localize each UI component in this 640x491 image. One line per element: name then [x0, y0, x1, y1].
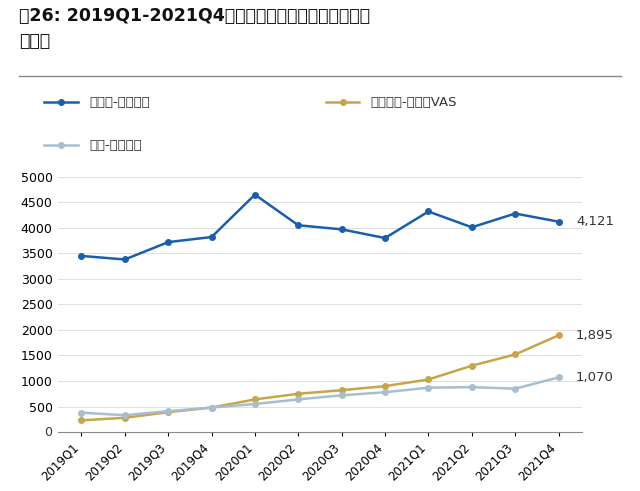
Line: 爱奇艺-会员收入: 爱奇艺-会员收入	[79, 192, 561, 262]
Line: 芒果-会员收入: 芒果-会员收入	[79, 375, 561, 418]
爱奇艺-会员收入	[381, 235, 389, 241]
Text: 万元）: 万元）	[19, 32, 51, 50]
哔哩哔哩-直播和VAS	[77, 417, 85, 423]
爱奇艺-会员收入	[511, 211, 519, 217]
爱奇艺-会员收入	[338, 226, 346, 232]
Text: 1,070: 1,070	[576, 371, 614, 384]
哔哩哔哩-直播和VAS	[381, 383, 389, 389]
Text: 1,895: 1,895	[576, 329, 614, 342]
芒果-会员收入	[121, 412, 129, 418]
Text: 爱奇艺-会员收入: 爱奇艺-会员收入	[89, 96, 150, 109]
哔哩哔哩-直播和VAS	[251, 396, 259, 402]
芒果-会员收入	[424, 385, 432, 391]
Text: 0: 0	[44, 426, 52, 438]
Line: 哔哩哔哩-直播和VAS: 哔哩哔哩-直播和VAS	[79, 332, 561, 423]
爱奇艺-会员收入	[77, 253, 85, 259]
哔哩哔哩-直播和VAS	[121, 415, 129, 421]
爱奇艺-会员收入	[251, 191, 259, 197]
芒果-会员收入	[77, 409, 85, 415]
爱奇艺-会员收入	[121, 256, 129, 262]
芒果-会员收入	[511, 386, 519, 392]
哔哩哔哩-直播和VAS	[511, 352, 519, 357]
爱奇艺-会员收入	[424, 209, 432, 215]
爱奇艺-会员收入	[294, 222, 302, 228]
芒果-会员收入	[208, 405, 216, 410]
爱奇艺-会员收入	[468, 224, 476, 230]
爱奇艺-会员收入	[164, 239, 172, 245]
哔哩哔哩-直播和VAS	[164, 409, 172, 415]
爱奇艺-会员收入	[208, 234, 216, 240]
Text: 4,121: 4,121	[576, 215, 614, 228]
哔哩哔哩-直播和VAS	[424, 377, 432, 382]
Text: 图26: 2019Q1-2021Q4头部中长视频平台会员收入（百: 图26: 2019Q1-2021Q4头部中长视频平台会员收入（百	[19, 7, 370, 26]
芒果-会员收入	[164, 408, 172, 414]
Text: 芒果-会员收入: 芒果-会员收入	[89, 139, 142, 152]
爱奇艺-会员收入	[555, 218, 563, 224]
Text: 哔哩哔哩-直播和VAS: 哔哩哔哩-直播和VAS	[371, 96, 457, 109]
芒果-会员收入	[381, 389, 389, 395]
芒果-会员收入	[555, 375, 563, 381]
芒果-会员收入	[468, 384, 476, 390]
哔哩哔哩-直播和VAS	[468, 363, 476, 369]
哔哩哔哩-直播和VAS	[294, 391, 302, 397]
哔哩哔哩-直播和VAS	[338, 387, 346, 393]
芒果-会员收入	[251, 401, 259, 407]
哔哩哔哩-直播和VAS	[555, 332, 563, 338]
芒果-会员收入	[338, 392, 346, 398]
芒果-会员收入	[294, 396, 302, 402]
哔哩哔哩-直播和VAS	[208, 405, 216, 410]
